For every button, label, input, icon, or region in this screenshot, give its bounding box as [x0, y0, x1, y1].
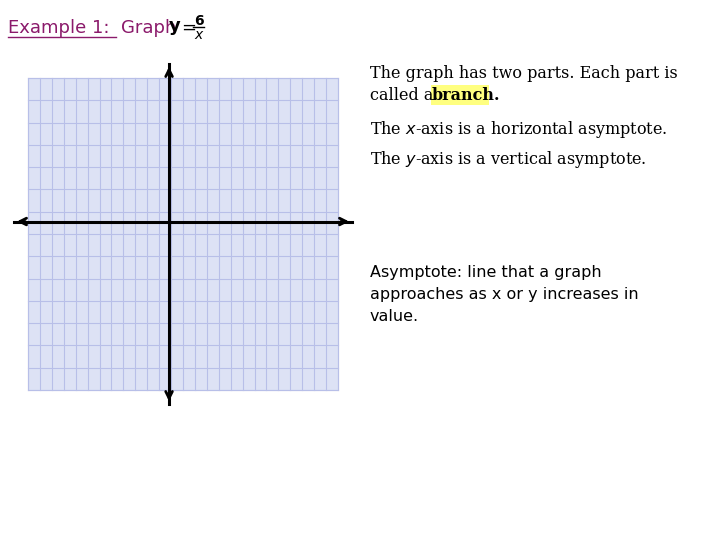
Text: The graph has two parts. Each part is: The graph has two parts. Each part is [370, 65, 678, 82]
Text: Asymptote: line that a graph
approaches as x or y increases in
value.: Asymptote: line that a graph approaches … [370, 265, 639, 325]
Bar [431, 85, 489, 105]
Text: The $x$-axis is a horizontal asymptote.: The $x$-axis is a horizontal asymptote. [370, 119, 667, 140]
Text: $\mathbf{y}$: $\mathbf{y}$ [168, 19, 181, 37]
Text: branch.: branch. [432, 87, 500, 104]
Text: $x$: $x$ [194, 28, 204, 42]
Text: 6: 6 [194, 14, 204, 28]
Text: The $y$-axis is a vertical asymptote.: The $y$-axis is a vertical asymptote. [370, 149, 647, 170]
Text: =: = [181, 19, 196, 37]
Bar [28, 78, 338, 390]
Text: called a: called a [370, 87, 438, 104]
Text: Example 1:  Graph: Example 1: Graph [8, 19, 182, 37]
